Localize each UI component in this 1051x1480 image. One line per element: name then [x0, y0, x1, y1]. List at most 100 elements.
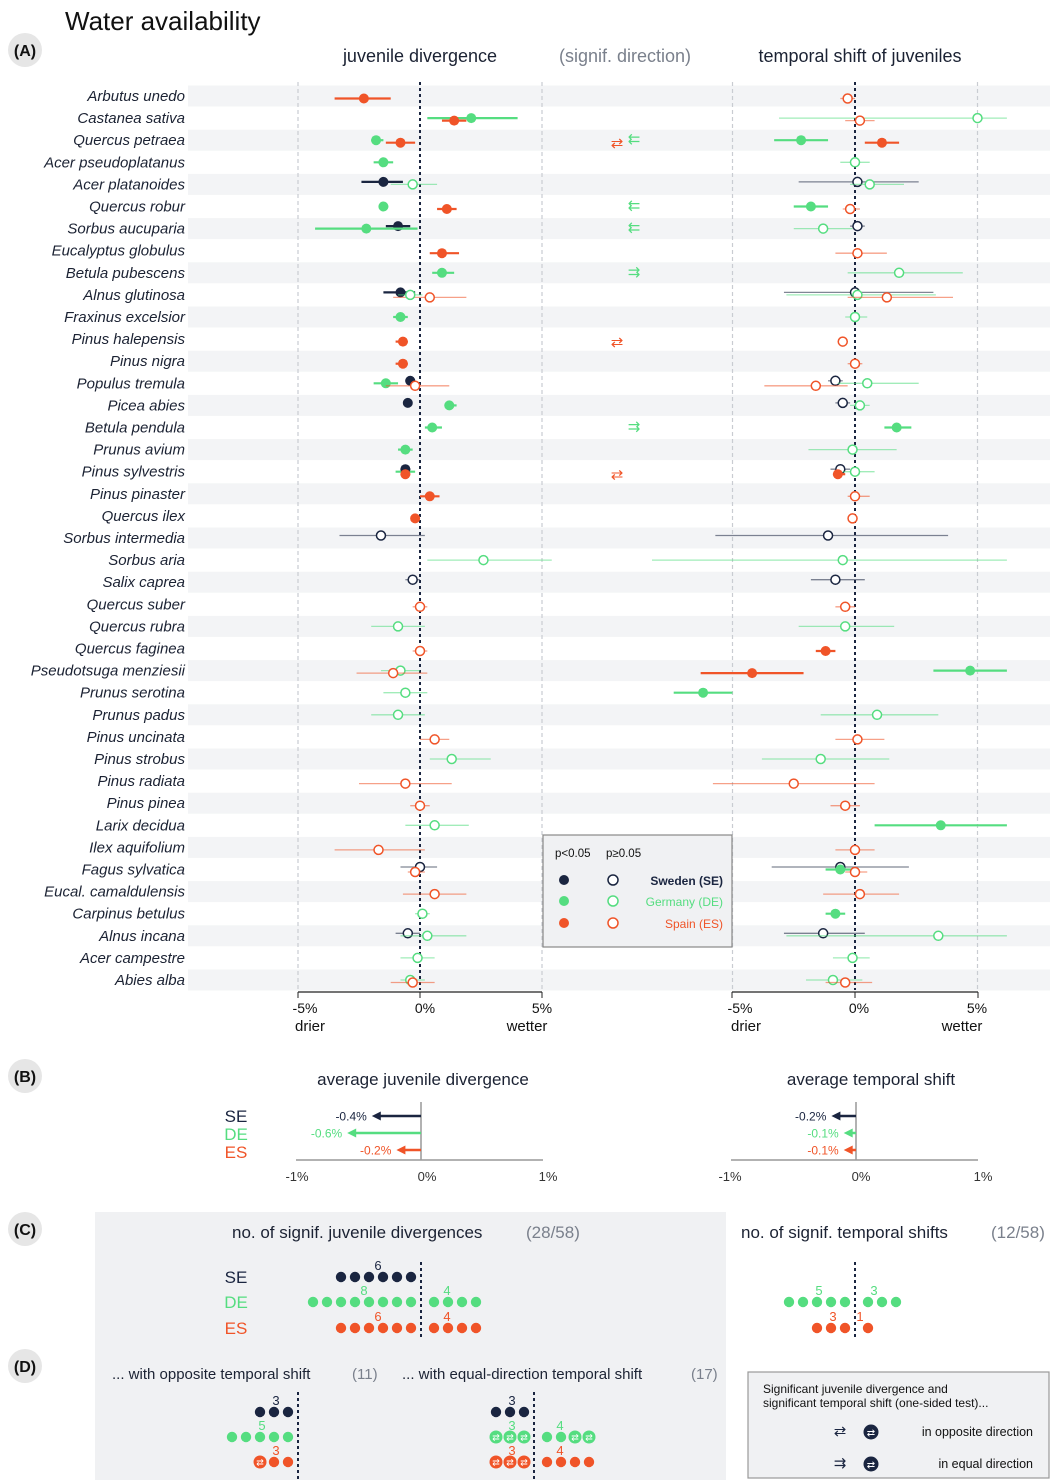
- species-label-alnus-glutinosa: Alnus glutinosa: [82, 287, 185, 304]
- country-label-es: ES: [225, 1319, 248, 1338]
- shift-point-de: [855, 401, 864, 410]
- shift-count-es-dot: [812, 1323, 822, 1333]
- arrowhead: [844, 1146, 853, 1155]
- divergence-count-de-dot: [364, 1297, 374, 1307]
- panel-b-title-left: average juvenile divergence: [317, 1070, 529, 1089]
- legend-de-filled: [559, 896, 569, 906]
- equal-arrows-icon: ⇉: [628, 419, 641, 436]
- legend-de-open: [608, 896, 618, 906]
- legend-opposite-label: in opposite direction: [922, 1425, 1033, 1439]
- divergence-count-de-count: 8: [360, 1283, 367, 1298]
- opposite-count-se-dot: [269, 1407, 279, 1417]
- panel-c-total-right: (12/58): [991, 1223, 1045, 1242]
- shift-point-de: [873, 710, 882, 719]
- divergence-point-se: [408, 575, 417, 584]
- shift-point-es: [841, 978, 850, 987]
- divergence-count-de-dot: [406, 1297, 416, 1307]
- divergence-count-de-dot: [336, 1297, 346, 1307]
- shift-point-es: [789, 779, 798, 788]
- species-label-sorbus-aucuparia: Sorbus aucuparia: [67, 221, 185, 238]
- opposite-dot-arrows: ⇄: [520, 1433, 528, 1443]
- opposite-dot-arrows: ⇄: [571, 1433, 579, 1443]
- shift-point-de: [828, 976, 837, 985]
- shift-point-es: [877, 138, 887, 148]
- species-label-alnus-incana: Alnus incana: [98, 928, 185, 945]
- opposite-count-de-count: 5: [258, 1418, 265, 1433]
- divergence-point-es: [359, 94, 369, 104]
- divergence-point-es: [449, 116, 459, 126]
- species-label-salix-caprea: Salix caprea: [102, 574, 185, 591]
- row-band: [188, 616, 1050, 637]
- shift-count-de-dot: [840, 1297, 850, 1307]
- shift-point-se: [838, 398, 847, 407]
- shift-point-es: [838, 337, 847, 346]
- shift-point-es: [851, 868, 860, 877]
- opposite-arrows-icon: ⇄: [611, 467, 624, 484]
- species-label-larix-decidua: Larix decidua: [96, 817, 185, 834]
- divergence-point-de: [423, 931, 432, 940]
- species-labels: Arbutus unedoCastanea sativaQuercus petr…: [31, 88, 186, 989]
- arrowhead: [831, 1112, 840, 1121]
- opposite-dot-arrows: ⇄: [585, 1433, 593, 1443]
- shift-point-de: [851, 158, 860, 167]
- divergence-point-de: [394, 710, 403, 719]
- shift-point-de: [895, 268, 904, 277]
- axis-wetter-label: wetter: [506, 1018, 548, 1035]
- divergence-point-de: [378, 157, 388, 167]
- country-label-de: DE: [224, 1125, 248, 1144]
- shift-point-es: [882, 293, 891, 302]
- divergence-count-es-dot: [378, 1323, 388, 1333]
- shift-point-de: [806, 202, 816, 212]
- row-band: [188, 793, 1050, 814]
- opposite-count-se-count: 3: [272, 1393, 279, 1408]
- species-label-pinus-pinaster: Pinus pinaster: [90, 486, 186, 503]
- species-label-fagus-sylvatica: Fagus sylvatica: [82, 862, 185, 879]
- panel-d-title-left: ... with opposite temporal shift: [112, 1366, 311, 1383]
- species-label-quercus-rubra: Quercus rubra: [89, 618, 185, 635]
- shift-point-de: [865, 180, 874, 189]
- divergence-point-se: [395, 287, 405, 297]
- divergence-point-de: [437, 268, 447, 278]
- shift-count-de-dot: [798, 1297, 808, 1307]
- row-band: [188, 528, 1050, 549]
- divergence-point-de: [395, 312, 405, 322]
- species-label-sorbus-aria: Sorbus aria: [108, 552, 185, 569]
- species-label-ilex-aquifolium: Ilex aquifolium: [89, 839, 185, 856]
- shift-count-es-dot: [826, 1323, 836, 1333]
- divergence-point-es: [416, 602, 425, 611]
- divergence-point-de: [406, 290, 415, 299]
- shift-point-de: [851, 467, 860, 476]
- arrowhead: [396, 1146, 405, 1155]
- panel-d-legend: Significant juvenile divergence and sign…: [748, 1372, 1049, 1478]
- panel-c-title-left: no. of signif. juvenile divergences: [232, 1223, 482, 1242]
- shift-point-es: [841, 602, 850, 611]
- col-header-divergence: juvenile divergence: [342, 46, 497, 66]
- divergence-point-de: [408, 180, 417, 189]
- shift-count-es-dot: [840, 1323, 850, 1333]
- equal-count-es-count: 4: [556, 1443, 563, 1458]
- shift-point-de: [973, 114, 982, 123]
- divergence-count-es-dot: [406, 1323, 416, 1333]
- divergence-point-de: [400, 445, 410, 455]
- shift-point-es: [855, 116, 864, 125]
- panel-b: (B) average juvenile divergence average …: [8, 1059, 993, 1184]
- legend-es-filled: [559, 918, 569, 928]
- equal-arrows-icon: ⇉: [628, 264, 641, 281]
- divergence-point-es: [430, 735, 439, 744]
- row-band: [188, 351, 1050, 372]
- average-value-label: -0.1%: [807, 1144, 839, 1158]
- equal-arrows-icon: ⇇: [628, 131, 641, 148]
- species-label-populus-tremula: Populus tremula: [77, 375, 185, 392]
- divergence-point-es: [398, 337, 408, 347]
- divergence-point-es: [425, 491, 435, 501]
- shift-count-de-count: 5: [815, 1283, 822, 1298]
- species-label-arbutus-unedo: Arbutus unedo: [86, 88, 185, 105]
- shift-point-de: [819, 224, 828, 233]
- species-label-quercus-faginea: Quercus faginea: [75, 641, 185, 658]
- divergence-count-se-dot: [406, 1272, 416, 1282]
- opposite-dot-arrows: ⇄: [867, 1428, 875, 1439]
- shift-count-de-count: 3: [870, 1283, 877, 1298]
- shift-point-de: [841, 622, 850, 631]
- divergence-point-de: [394, 622, 403, 631]
- divergence-point-es: [408, 978, 417, 987]
